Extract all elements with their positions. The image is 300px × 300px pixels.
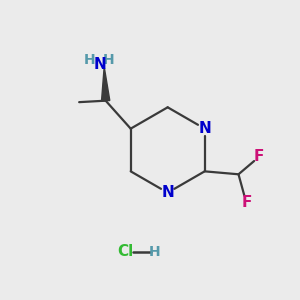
Text: F: F	[254, 149, 264, 164]
Text: Cl: Cl	[117, 244, 133, 259]
Text: N: N	[161, 185, 174, 200]
Text: F: F	[242, 195, 252, 210]
Polygon shape	[101, 67, 110, 101]
Text: H: H	[103, 53, 114, 67]
Text: H: H	[84, 53, 96, 67]
Text: N: N	[94, 57, 107, 72]
Text: N: N	[198, 121, 211, 136]
Text: H: H	[148, 244, 160, 259]
